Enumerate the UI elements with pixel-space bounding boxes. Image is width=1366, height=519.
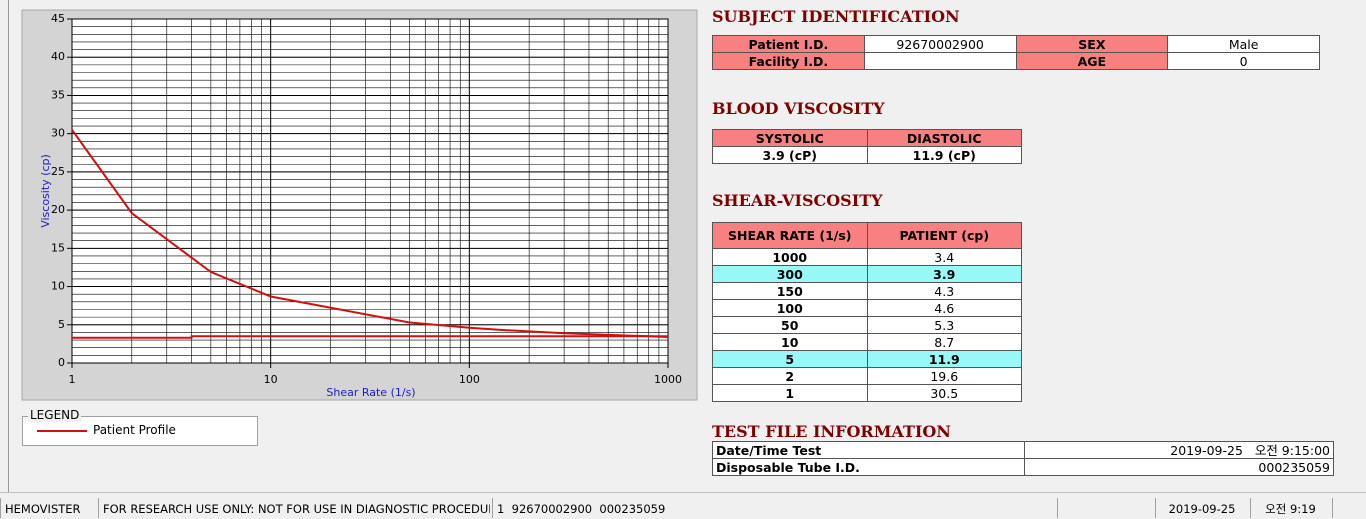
data-line [72,335,668,339]
plot-area [72,19,668,363]
status-text: 오전 9:19 [1250,498,1330,518]
table-row: 5 11.9 [712,350,1022,368]
subject-table: Patient I.D. 92670002900 SEX Male Facility I… [712,35,1320,70]
status-text: 2019-09-25 [1155,498,1248,518]
section-title: TEST FILE INFORMATION [712,422,951,441]
blood-table: SYSTOLIC DIASTOLIC 3.9 (cP) 11.9 (cP) [712,129,1022,164]
y-tick-label: 35 [51,88,65,101]
status-text: FOR RESEARCH USE ONLY: NOT FOR USE IN DI… [98,498,490,518]
table-row: 100 4.6 [712,299,1022,317]
test-file-table: Date/Time Test 2019-09-25 오전 9:15:00 Dispo… [712,441,1334,476]
x-tick-label: 1 [69,373,76,386]
table-cell: SYSTOLIC [712,129,868,147]
table-row: Disposable Tube I.D. 000235059 [712,458,1334,476]
y-tick-label: 0 [58,356,65,369]
table-cell: 3.4 [866,248,1022,266]
table-cell: 19.6 [866,367,1022,385]
y-tick-label: 20 [51,203,65,216]
table-cell: 4.3 [866,282,1022,300]
legend-title: LEGEND [28,408,82,422]
table-cell: SEX [1015,35,1169,53]
status-bar: HEMOVISTER FOR RESEARCH USE ONLY: NOT FOR… [0,492,1366,519]
table-row: 1000 3.4 [712,248,1022,266]
y-tick-label: 10 [51,280,65,293]
table-cell: Facility I.D. [712,52,865,70]
y-tick-label: 5 [58,318,65,331]
section-title: BLOOD VISCOSITY [712,99,885,118]
section-title: SHEAR-VISCOSITY [712,191,883,210]
table-cell: Patient I.D. [712,35,865,53]
x-tick-label: 100 [459,373,480,386]
table-row: SHEAR RATE (1/s) PATIENT (cp) [712,222,1022,249]
table-cell: 11.9 [866,350,1022,368]
table-row: Facility I.D. AGE 0 [712,52,1320,70]
y-tick-label: 45 [51,12,65,25]
section-title: SUBJECT IDENTIFICATION [712,7,960,26]
table-cell: 3.9 [866,265,1022,283]
table-cell: 2 [712,367,868,385]
y-tick-label: 40 [51,50,65,63]
table-cell: 4.6 [866,299,1022,317]
table-cell: Date/Time Test [712,441,1025,459]
table-cell: Disposable Tube I.D. [712,458,1025,476]
table-row: Patient I.D. 92670002900 SEX Male [712,35,1320,53]
shear-table: SHEAR RATE (1/s) PATIENT (cp) 1000 3.4 300 3.… [712,222,1022,402]
plot-frame [71,18,669,364]
table-cell: 8.7 [866,333,1022,351]
table-cell: 30.5 [866,384,1022,402]
data-line [71,129,669,338]
table-cell: 100 [712,299,868,317]
table-cell: 92670002900 [863,35,1017,53]
table-cell: 10 [712,333,868,351]
table-cell: 000235059 [1024,458,1334,476]
table-row: 1 30.5 [712,384,1022,402]
table-row: 10 8.7 [712,333,1022,351]
table-cell: 300 [712,265,868,283]
table-row: 2 19.6 [712,367,1022,385]
table-cell: 3.9 (cP) [712,146,868,164]
status-panel [1057,498,1153,518]
table-row: 3.9 (cP) 11.9 (cP) [712,146,1022,164]
y-axis-label: Viscosity (cp) [39,154,52,228]
table-cell: PATIENT (cp) [866,222,1022,249]
status-text: 1 92670002900 000235059 [492,498,1055,518]
table-cell [863,52,1017,70]
table-cell: 5 [712,350,868,368]
legend-swatch [37,430,87,432]
table-cell: 2019-09-25 오전 9:15:00 [1024,441,1334,459]
table-cell: 150 [712,282,868,300]
table-row: SYSTOLIC DIASTOLIC [712,129,1022,147]
table-row: 300 3.9 [712,265,1022,283]
table-cell: AGE [1015,52,1169,70]
table-cell: 1000 [712,248,868,266]
table-cell: SHEAR RATE (1/s) [712,222,868,249]
table-cell: 50 [712,316,868,334]
status-panel [1332,498,1366,518]
table-row: 150 4.3 [712,282,1022,300]
table-cell: 1 [712,384,868,402]
table-cell: 5.3 [866,316,1022,334]
chart: Shear Rate (1/s) Viscosity (cp) 0 5 10 15 20… [21,9,698,401]
table-cell: 11.9 (cP) [866,146,1022,164]
legend-box: Patient Profile [22,416,258,446]
table-row: 50 5.3 [712,316,1022,334]
table-row: Date/Time Test 2019-09-25 오전 9:15:00 [712,441,1334,459]
status-text: HEMOVISTER [0,498,96,518]
left-border [8,0,9,492]
y-tick-label: 25 [51,165,65,178]
x-tick-label: 1000 [654,373,682,386]
legend-entry: Patient Profile [93,423,176,437]
x-tick-label: 10 [264,373,278,386]
y-tick-label: 30 [51,127,65,140]
y-tick-label: 15 [51,241,65,254]
table-cell: Male [1167,35,1320,53]
table-cell: 0 [1167,52,1320,70]
table-cell: DIASTOLIC [866,129,1022,147]
x-axis-label: Shear Rate (1/s) [326,386,415,399]
